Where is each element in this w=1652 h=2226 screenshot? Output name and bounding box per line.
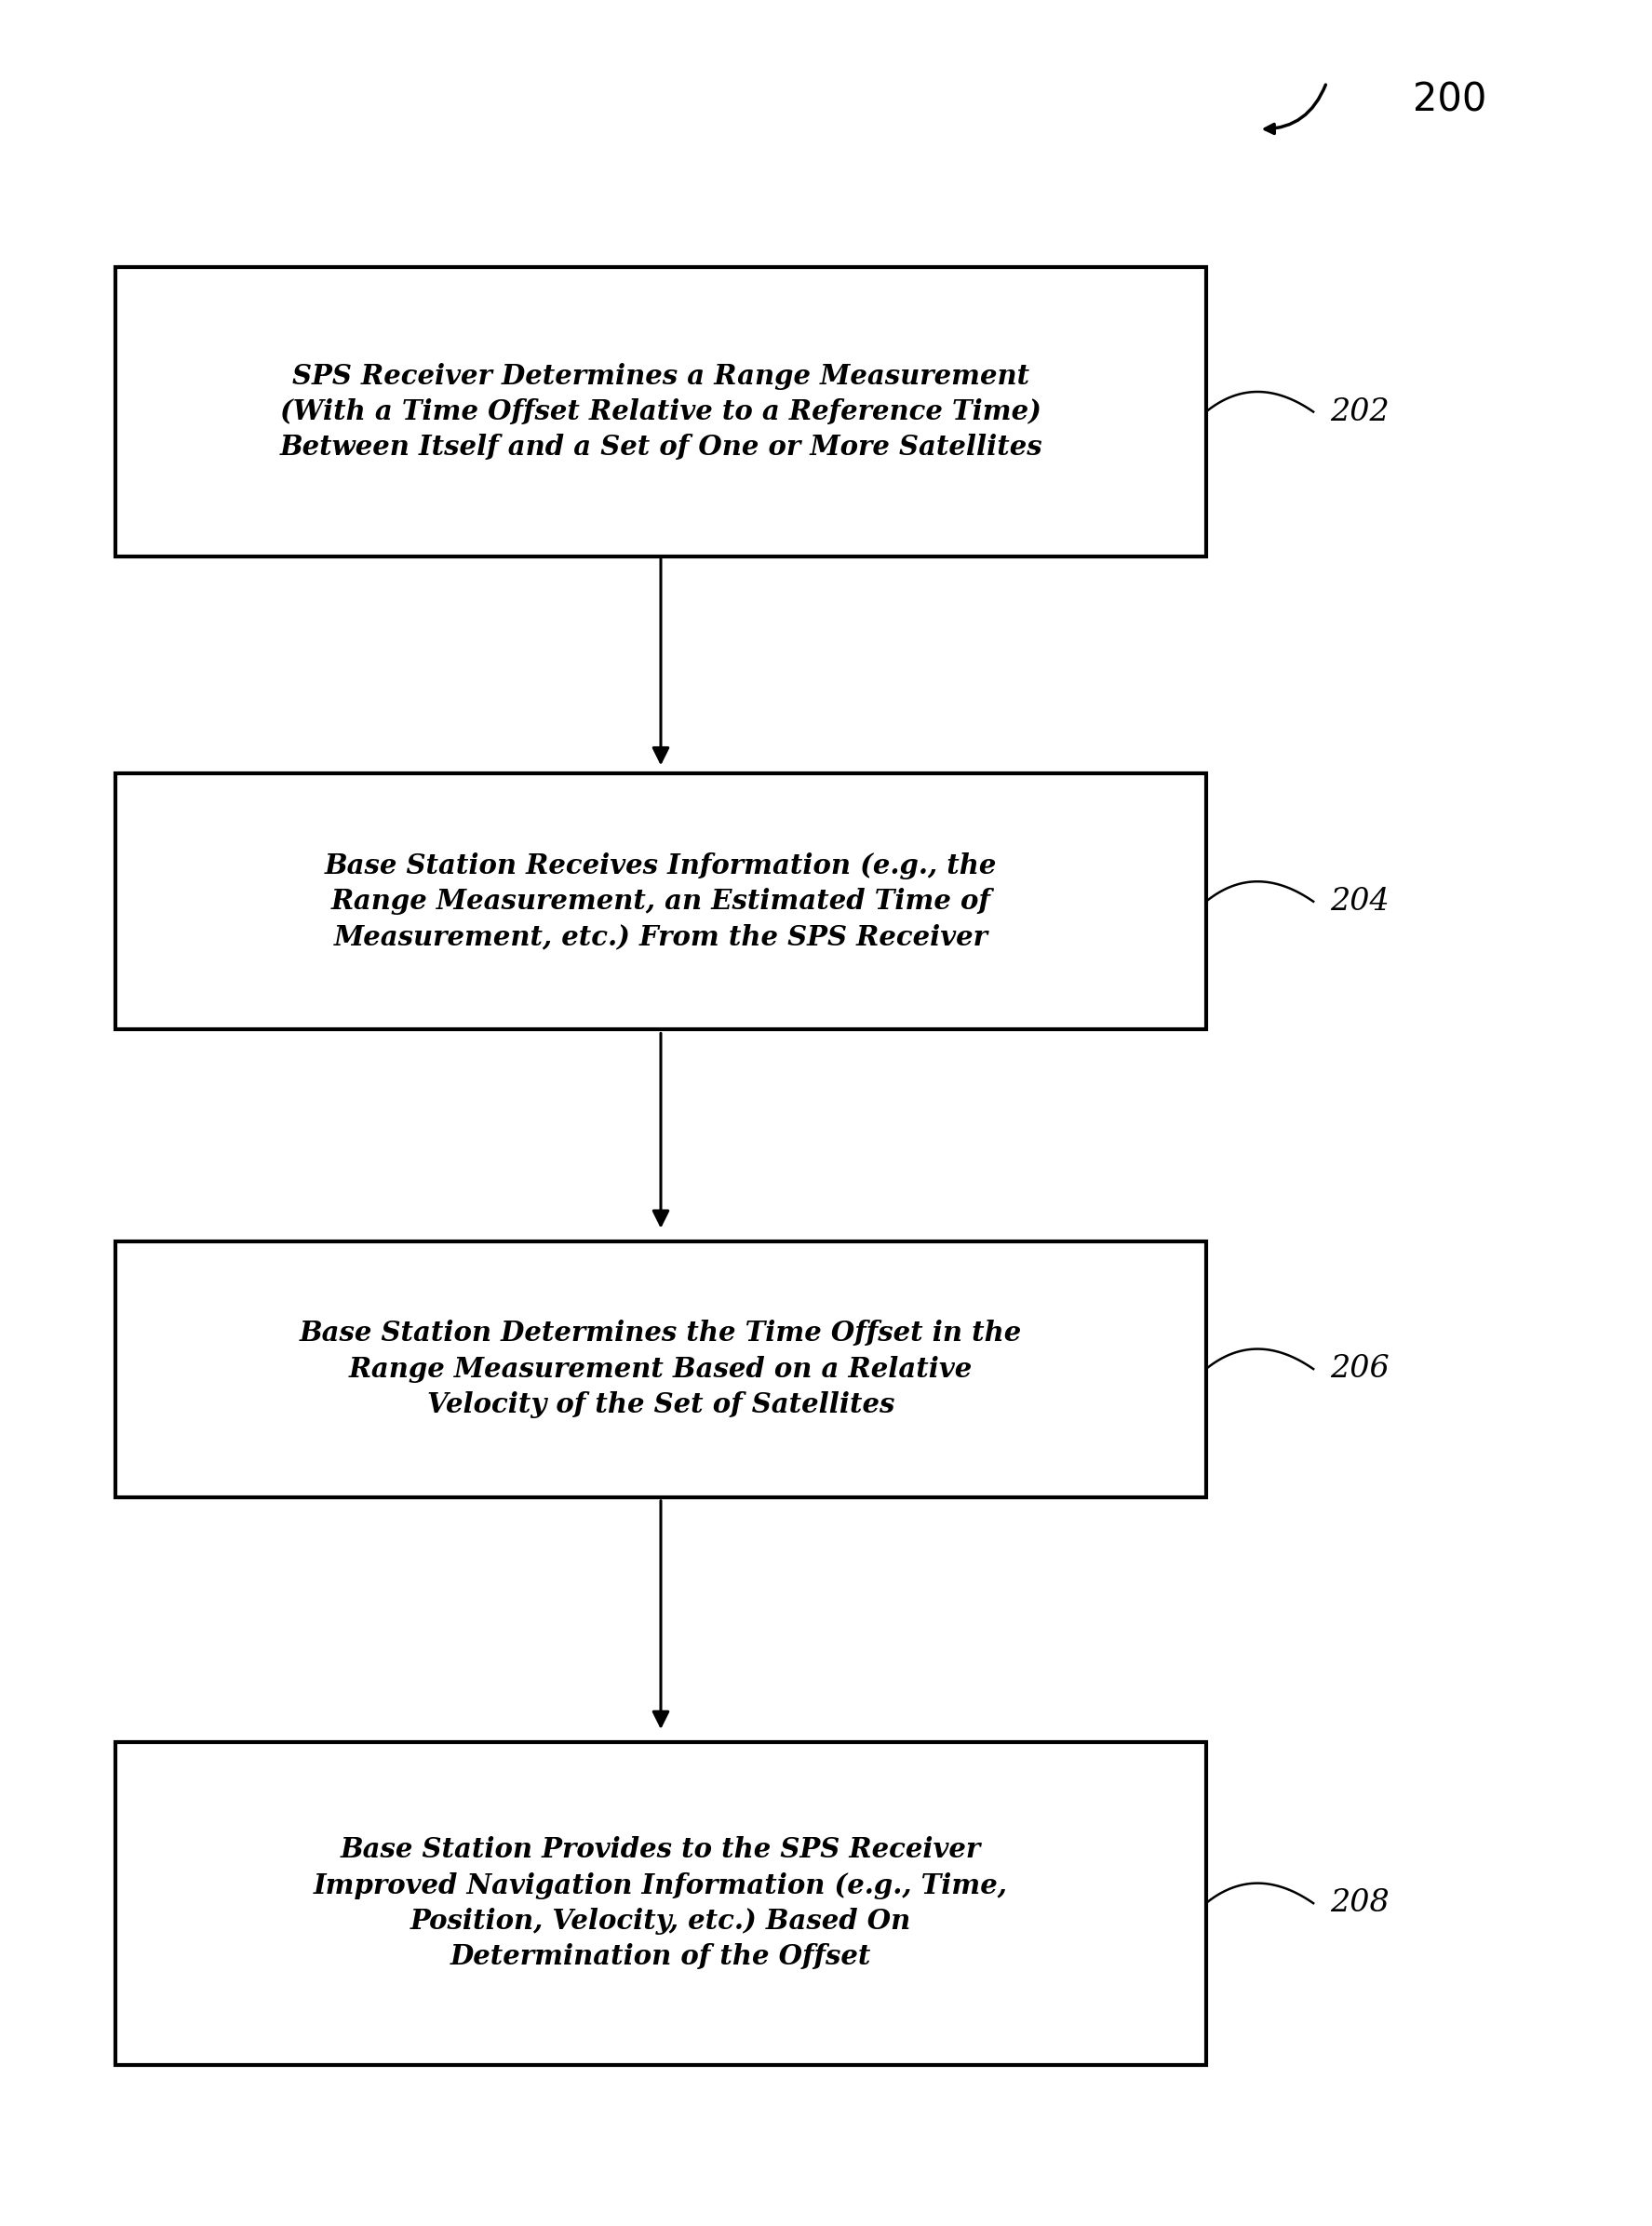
Text: Base Station Receives Information (e.g., the
Range Measurement, an Estimated Tim: Base Station Receives Information (e.g.,… xyxy=(325,853,996,951)
FancyBboxPatch shape xyxy=(116,267,1206,556)
Text: 204: 204 xyxy=(1330,886,1389,917)
FancyBboxPatch shape xyxy=(116,775,1206,1028)
FancyBboxPatch shape xyxy=(116,1743,1206,2066)
Text: 206: 206 xyxy=(1330,1353,1389,1385)
Text: Base Station Determines the Time Offset in the
Range Measurement Based on a Rela: Base Station Determines the Time Offset … xyxy=(299,1320,1023,1418)
Text: 208: 208 xyxy=(1330,1888,1389,1919)
FancyBboxPatch shape xyxy=(116,1242,1206,1496)
Text: SPS Receiver Determines a Range Measurement
(With a Time Offset Relative to a Re: SPS Receiver Determines a Range Measurem… xyxy=(279,363,1042,461)
Text: 200: 200 xyxy=(1412,80,1487,120)
Text: Base Station Provides to the SPS Receiver
Improved Navigation Information (e.g.,: Base Station Provides to the SPS Receive… xyxy=(314,1836,1008,1970)
Text: 202: 202 xyxy=(1330,396,1389,427)
